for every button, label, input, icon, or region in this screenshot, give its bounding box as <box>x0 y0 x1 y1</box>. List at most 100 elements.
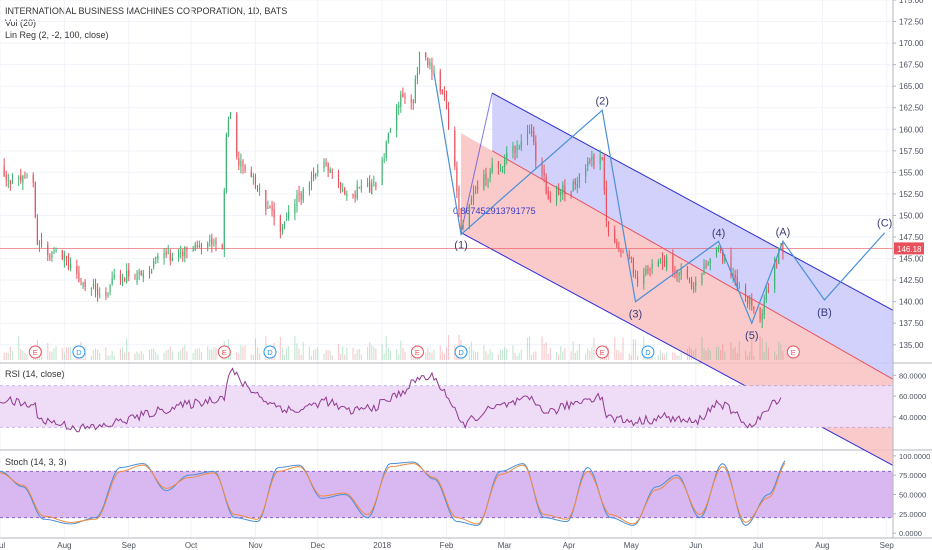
candle-body <box>142 273 144 278</box>
volume-bar <box>286 348 288 360</box>
volume-bar <box>259 353 261 360</box>
volume-bar <box>747 355 749 360</box>
candle-body <box>381 159 383 186</box>
candle-body <box>155 256 157 259</box>
volume-bar <box>763 352 765 360</box>
volume-bar <box>558 354 560 360</box>
candle-body <box>207 243 209 249</box>
candle-body <box>385 141 387 158</box>
volume-bar <box>531 354 533 360</box>
candle-body <box>657 261 659 267</box>
candle-body <box>701 273 703 284</box>
candle-body <box>705 265 707 268</box>
candle-body <box>404 95 406 99</box>
stoch-d-line <box>0 462 786 525</box>
candle-body <box>178 251 180 258</box>
candle-body <box>587 161 589 167</box>
linreg-indicator-label[interactable]: Lin Reg (2, -2, 100, close) <box>5 30 109 40</box>
volume-bar <box>433 349 435 360</box>
stoch-indicator-label[interactable]: Stoch (14, 3, 3) <box>5 457 67 467</box>
candle-body <box>439 71 441 92</box>
candle-body <box>543 171 545 176</box>
volume-bar <box>634 339 637 360</box>
candle-body <box>24 175 26 177</box>
volume-bar <box>680 352 682 360</box>
volume-bar <box>722 343 724 360</box>
volume-bar <box>163 352 165 360</box>
event-marker <box>263 345 277 359</box>
volume-bar <box>70 346 72 360</box>
volume-bar <box>186 351 188 360</box>
volume-bar <box>180 350 182 360</box>
candle-body <box>412 101 414 103</box>
candle-body <box>661 259 664 263</box>
candle-body <box>70 264 72 268</box>
channel-upper-zone <box>492 93 893 380</box>
candle-body <box>294 204 296 214</box>
volume-bar <box>310 355 313 360</box>
volume-bar <box>140 350 142 360</box>
volume-bar <box>502 350 504 360</box>
candle-body <box>256 187 259 189</box>
price-tick-label: 175.00 <box>899 0 924 5</box>
volume-bar <box>7 352 9 360</box>
stoch-pane[interactable] <box>0 460 893 526</box>
x-tick-label: Mar <box>498 541 512 550</box>
volume-bar <box>109 355 111 360</box>
rsi-pane[interactable] <box>0 367 893 433</box>
last-price-tag <box>894 242 924 255</box>
rsi-indicator-label[interactable]: RSI (14, close) <box>5 369 65 379</box>
volume-bar <box>514 352 516 360</box>
volume-bar <box>564 348 566 360</box>
candle-body <box>387 133 389 142</box>
stoch-tick-label: 75.0000 <box>899 471 926 480</box>
volume-bar <box>90 355 92 360</box>
volume-bar <box>560 346 562 360</box>
candle-body <box>491 163 493 172</box>
candle-body <box>620 249 622 251</box>
candle-body <box>690 279 693 288</box>
volume-bar <box>369 342 371 360</box>
candle-body <box>593 155 595 166</box>
x-tick-label: Dec <box>311 541 325 550</box>
candle-body <box>763 301 765 315</box>
price-tick-label: 140.00 <box>899 298 924 307</box>
volume-bar <box>371 344 373 360</box>
candle-body <box>475 187 477 191</box>
volume-bar <box>448 335 450 360</box>
volume-indicator-label[interactable]: Vol (20) <box>5 18 37 28</box>
event-marker-label: D <box>76 348 82 357</box>
volume-bar <box>167 349 169 360</box>
volume-bar <box>400 340 402 360</box>
channel-coefficient-label: 0.867452913791775 <box>453 206 536 216</box>
candle-body <box>5 175 7 180</box>
candle-body <box>111 277 113 285</box>
candle-body <box>445 93 448 110</box>
wave-label: (5) <box>745 330 758 342</box>
volume-bar <box>136 351 138 360</box>
elliott-wave-drawing[interactable]: (1) (2) (3) (4) (5) (A) (B) (C) <box>433 73 892 342</box>
volume-bar <box>616 349 618 360</box>
event-marker <box>595 345 609 359</box>
event-marker <box>786 345 800 359</box>
volume-bar <box>97 349 99 360</box>
candle-body <box>562 185 564 194</box>
candle-body <box>707 263 709 266</box>
volume-bar <box>5 352 7 360</box>
volume-bar <box>342 346 344 360</box>
candle-body <box>67 256 70 268</box>
candle-body <box>686 268 688 277</box>
volume-bar <box>327 350 329 360</box>
candle-body <box>369 181 371 193</box>
candle-body <box>184 246 186 258</box>
event-marker-label: D <box>645 348 651 357</box>
volume-bar <box>254 338 257 360</box>
candle-body <box>416 72 418 80</box>
candle-body <box>547 191 549 199</box>
volume-bar <box>358 348 360 360</box>
candle-body <box>325 162 327 166</box>
rsi-line <box>0 367 782 433</box>
volume-bar <box>678 355 680 360</box>
